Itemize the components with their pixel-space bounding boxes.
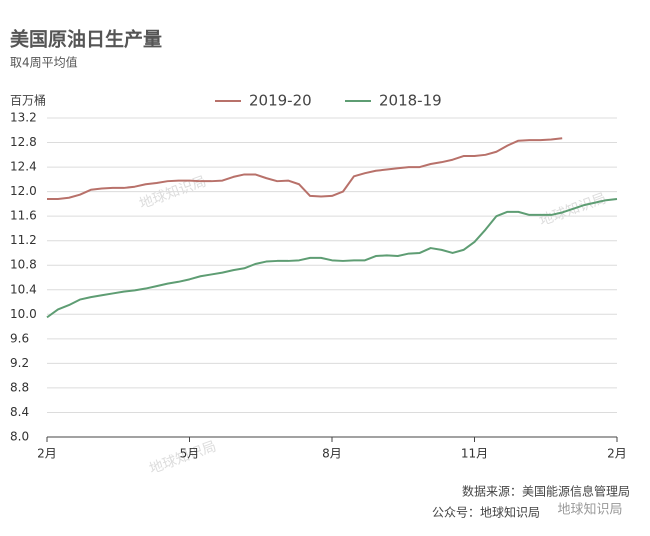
legend-label: 2019-20 — [249, 92, 312, 110]
y-tick-label: 11.6 — [10, 209, 37, 223]
chart-subtitle: 取4周平均值 — [10, 55, 78, 70]
series-line — [47, 137, 563, 200]
x-tick-label: 2月 — [37, 447, 57, 461]
y-tick-label: 12.8 — [10, 135, 37, 149]
watermark: 地球知识局 — [557, 502, 622, 518]
x-tick-label: 8月 — [322, 447, 342, 461]
legend-label: 2018-19 — [379, 92, 442, 110]
x-tick-label: 5月 — [180, 447, 200, 461]
account-note: 公众号：地球知识局 — [432, 506, 540, 520]
y-tick-label: 10.4 — [10, 282, 37, 296]
y-tick-label: 8.8 — [10, 380, 29, 394]
y-tick-label: 13.2 — [10, 111, 37, 125]
source-note: 数据来源：美国能源信息管理局 — [462, 484, 630, 499]
y-tick-label: 9.6 — [10, 331, 29, 345]
chart-title: 美国原油日生产量 — [10, 28, 162, 51]
y-tick-label: 12.4 — [10, 160, 37, 174]
y-tick-label: 10.0 — [10, 307, 37, 321]
y-tick-label: 11.2 — [10, 233, 37, 247]
watermark: 地球知识局 — [137, 173, 209, 213]
y-axis-label: 百万桶 — [10, 93, 46, 108]
y-tick-label: 10.8 — [10, 258, 37, 272]
x-tick-label: 11月 — [461, 447, 488, 461]
y-tick-label: 8.0 — [10, 430, 29, 444]
y-tick-label: 12.0 — [10, 184, 37, 198]
x-tick-label: 2月 — [607, 447, 627, 461]
series-line — [46, 197, 618, 319]
y-tick-label: 9.2 — [10, 356, 29, 370]
y-tick-label: 8.4 — [10, 405, 29, 419]
